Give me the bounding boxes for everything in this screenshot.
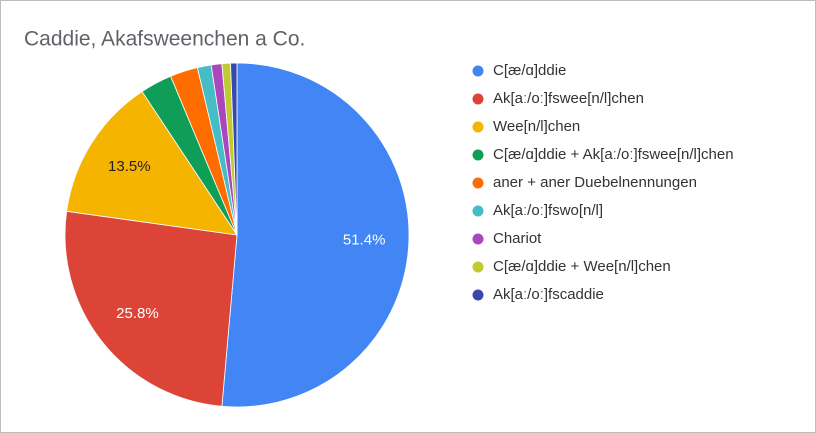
data-label: 25.8% (116, 305, 159, 322)
chart-title: Caddie, Akafsweenchen a Co. (24, 28, 305, 51)
legend-marker (472, 149, 484, 161)
pie-slice (64, 210, 238, 407)
data-label: 51.4% (343, 232, 386, 249)
legend-label: Wee[n/l]chen (493, 118, 580, 135)
legend-marker (472, 121, 484, 133)
legend-label: Ak[aː/oː]fswee[n/l]chen (493, 90, 644, 107)
legend-marker (472, 233, 484, 245)
legend-label: Ak[aː/oː]fswo[n/l] (493, 202, 603, 219)
legend-label: Ak[aː/oː]fscaddie (493, 286, 604, 303)
legend-label: C[æ/ɑ]ddie (493, 62, 566, 79)
legend-marker (472, 205, 484, 217)
legend-label: C[æ/ɑ]ddie + Ak[aː/oː]fswee[n/l]chen (493, 146, 734, 163)
pie-slice (230, 62, 238, 236)
legend-marker (472, 93, 484, 105)
legend-marker (472, 177, 484, 189)
legend-label: aner + aner Duebelnennungen (493, 174, 697, 191)
pie-slice (66, 90, 238, 236)
data-label: 13.5% (108, 158, 151, 175)
legend-marker (472, 65, 484, 77)
legend-label: C[æ/ɑ]ddie + Wee[n/l]chen (493, 258, 671, 275)
pie-slice (221, 62, 410, 408)
legend-marker (472, 261, 484, 273)
legend-label: Chariot (493, 230, 542, 247)
legend-marker (472, 289, 484, 301)
